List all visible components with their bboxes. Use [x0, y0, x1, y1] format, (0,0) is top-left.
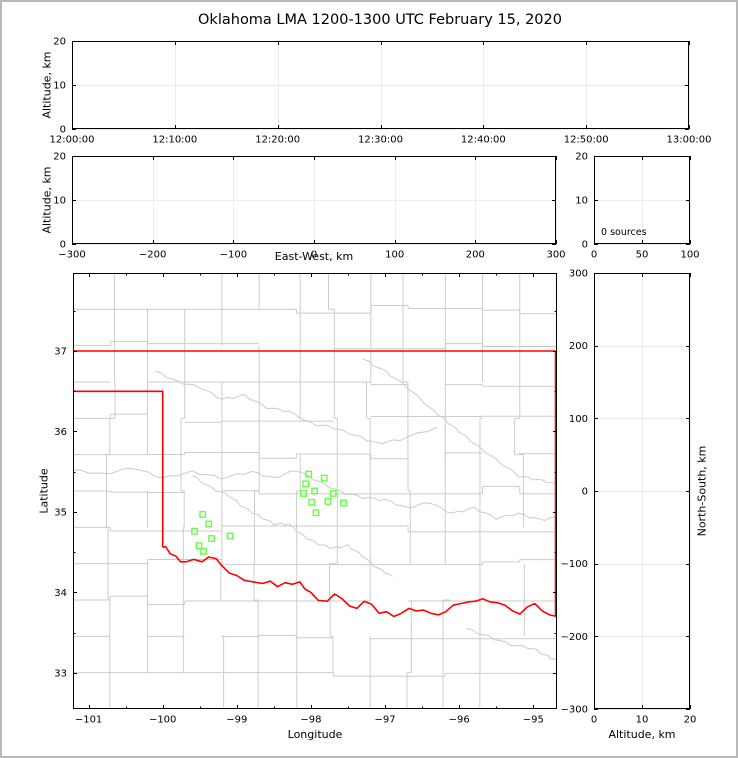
y-tick-label: 36 [54, 427, 67, 438]
state-border [73, 390, 164, 548]
y-tick-label: −100 [561, 559, 588, 570]
x-tick-label: 200 [466, 250, 485, 261]
lma-station-marker [329, 489, 337, 497]
x-tick-label: −97 [374, 715, 395, 726]
x-tick-label: 20 [684, 715, 697, 726]
x-tick-label: −100 [220, 250, 247, 261]
x-tick-label: 12:10:00 [152, 135, 197, 146]
lma-station-marker [191, 527, 199, 535]
x-tick-label: 13:00:00 [667, 135, 712, 146]
east-west-panel-xlabel: East-West, km [274, 250, 354, 263]
x-tick-label: 10 [636, 715, 649, 726]
lma-station-marker [302, 480, 310, 488]
x-tick-label: 12:30:00 [358, 135, 403, 146]
lma-station-marker [311, 487, 319, 495]
figure-title: Oklahoma LMA 1200-1300 UTC February 15, … [198, 12, 562, 28]
x-tick-label: −101 [75, 715, 102, 726]
lma-station-marker [205, 520, 213, 528]
lma-station-marker [312, 509, 320, 517]
map-xlabel: Longitude [287, 728, 343, 741]
river-line [155, 370, 438, 445]
x-tick-label: −98 [300, 715, 321, 726]
y-tick-label: 0 [60, 240, 66, 251]
lma-station-marker [308, 498, 316, 506]
y-tick-label: 34 [54, 588, 67, 599]
state-border [162, 545, 557, 618]
lma-station-marker [320, 474, 328, 482]
x-tick-label: −96 [449, 715, 470, 726]
x-tick-label: 100 [385, 250, 404, 261]
y-tick-label: 20 [53, 37, 66, 48]
y-tick-label: 200 [569, 341, 588, 352]
x-tick-label: 0 [591, 250, 597, 261]
x-tick-label: −99 [226, 715, 247, 726]
y-tick-label: 35 [54, 507, 67, 518]
x-tick-label: 0 [591, 715, 597, 726]
lma-station-marker [300, 489, 307, 497]
lma-station-marker [200, 547, 207, 555]
y-tick-label: 10 [575, 196, 588, 207]
panel-source_count_histogram: 0 50 100 0 10 20 [575, 152, 699, 261]
north-south-panel-xlabel: Altitude, km [608, 728, 676, 741]
x-tick-label: 12:40:00 [461, 135, 506, 146]
map-layers [73, 273, 557, 709]
x-tick-label: −200 [139, 250, 166, 261]
x-tick-label: 300 [546, 250, 565, 261]
x-tick-label: −300 [58, 250, 85, 261]
source-count-annotation: 0 sources [601, 227, 647, 238]
x-tick-label: 50 [636, 250, 649, 261]
east-west-panel-ylabel: Altitude, km [40, 166, 54, 234]
y-tick-label: 300 [569, 269, 588, 280]
y-tick-label: 20 [53, 152, 66, 163]
lma-station-marker [324, 498, 332, 505]
river-line [466, 628, 557, 662]
y-tick-label: 37 [54, 347, 67, 358]
river-line [362, 358, 557, 485]
y-tick-label: 0 [60, 125, 66, 136]
lma-station-marker [305, 470, 313, 478]
lma-station-marker [340, 499, 347, 507]
panel-plan_view_map: −101 −100 −99 −98 −97 −96 −95 33 34 35 36 37 [54, 273, 557, 726]
y-tick-label: 100 [569, 414, 588, 425]
map-ylabel: Latitude [37, 468, 51, 514]
y-tick-label: 20 [575, 152, 588, 163]
y-tick-label: −300 [561, 705, 588, 716]
time-panel-ylabel: Altitude, km [40, 51, 54, 119]
panel-altitude_vs_east_west: −300 −200 −100 0 100 200 300 0 10 20 [53, 152, 565, 261]
north-south-panel-ylabel: North-South, km [695, 445, 709, 537]
y-tick-label: 0 [582, 240, 588, 251]
x-tick-label: 12:00:00 [50, 135, 95, 146]
x-tick-label: 12:20:00 [255, 135, 300, 146]
lma-station-marker [195, 542, 203, 550]
x-tick-label: 12:50:00 [564, 135, 609, 146]
y-tick-label: 33 [54, 668, 67, 679]
axes-spines [73, 273, 557, 709]
x-tick-label: −95 [523, 715, 544, 726]
river-line [192, 475, 393, 577]
panel-altitude_vs_north_south: 0 10 20 −300 −200 −100 0 100 200 300 [561, 269, 697, 726]
y-tick-label: 10 [53, 196, 66, 207]
y-tick-label: 0 [582, 487, 588, 498]
x-tick-label: 0 [311, 250, 317, 261]
lma-station-marker [199, 510, 207, 518]
y-tick-label: 10 [53, 81, 66, 92]
y-tick-label: −200 [561, 632, 588, 643]
river-line [73, 467, 557, 522]
x-tick-label: 100 [680, 250, 699, 261]
lma-station-marker [226, 532, 234, 540]
panel-altitude_vs_time: 12:00:00 12:10:00 12:20:00 12:30:00 12:40:00… [50, 37, 712, 146]
lma-station-marker [208, 535, 216, 542]
x-tick-label: −100 [149, 715, 176, 726]
